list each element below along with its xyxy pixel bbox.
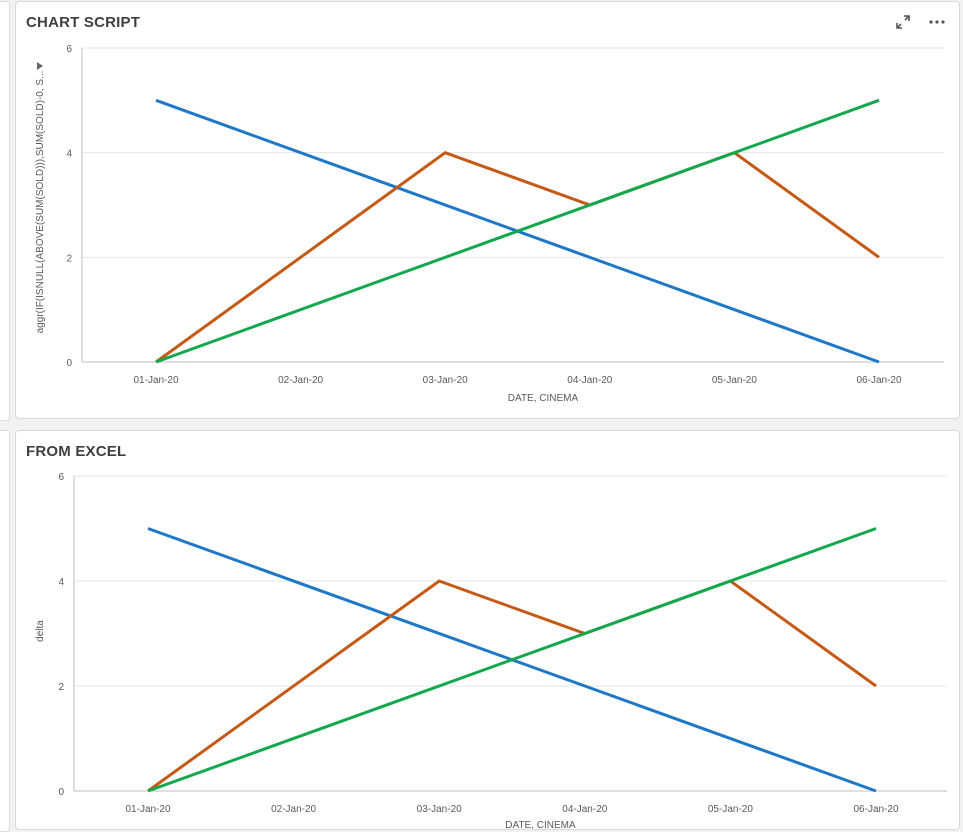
chart-script-panel: CHART SCRIPT 0 2 4 6 01-Jan-20 02-Jan-20 03-Ja… bbox=[15, 1, 960, 419]
left-edge-panel-top bbox=[0, 1, 10, 421]
x-tick-label: 03-Jan-20 bbox=[423, 375, 468, 386]
panel-title: CHART SCRIPT bbox=[26, 14, 141, 31]
y-axis-title: delta bbox=[35, 620, 46, 642]
x-tick-label: 05-Jan-20 bbox=[712, 375, 757, 386]
y-tick-label: 0 bbox=[66, 358, 72, 369]
x-tick-label: 02-Jan-20 bbox=[278, 375, 323, 386]
y-tick-label: 2 bbox=[66, 253, 72, 264]
line-chart: 0 2 4 6 01-Jan-20 02-Jan-20 03-Jan-20 04-Jan-20… bbox=[35, 472, 947, 830]
x-tick-label: 05-Jan-20 bbox=[708, 804, 753, 815]
y-tick-label: 2 bbox=[58, 682, 64, 693]
x-axis-title: DATE, CINEMA bbox=[505, 820, 576, 830]
x-axis-title: DATE, CINEMA bbox=[508, 393, 579, 404]
x-tick-label: 04-Jan-20 bbox=[562, 804, 607, 815]
panel-toolbar bbox=[893, 12, 947, 32]
series-line-3[interactable] bbox=[147, 527, 877, 793]
y-tick-label: 6 bbox=[66, 44, 72, 55]
series-line-3[interactable] bbox=[155, 98, 880, 364]
x-tick-label: 04-Jan-20 bbox=[567, 375, 612, 386]
line-chart: 0 2 4 6 01-Jan-20 02-Jan-20 03-Jan-20 04-Jan-20… bbox=[35, 44, 944, 404]
y-tick-label: 0 bbox=[58, 787, 64, 798]
x-tick-label: 06-Jan-20 bbox=[856, 375, 901, 386]
y-tick-label: 6 bbox=[58, 472, 64, 483]
x-tick-label: 01-Jan-20 bbox=[125, 804, 170, 815]
x-tick-label: 01-Jan-20 bbox=[133, 375, 178, 386]
y-tick-label: 4 bbox=[66, 149, 72, 160]
expand-axis-arrow-icon[interactable] bbox=[37, 62, 43, 70]
x-tick-label: 06-Jan-20 bbox=[853, 804, 898, 815]
y-axis-title: aggr(IF(ISNULL(ABOVE(SUM(SOLD))),SUM(SOL… bbox=[35, 71, 46, 334]
x-tick-label: 02-Jan-20 bbox=[271, 804, 316, 815]
expand-icon[interactable] bbox=[893, 12, 913, 32]
x-tick-label: 03-Jan-20 bbox=[417, 804, 462, 815]
more-options-icon[interactable] bbox=[927, 12, 947, 32]
left-edge-panel-bottom bbox=[0, 430, 10, 832]
panel-title: FROM EXCEL bbox=[26, 443, 127, 460]
from-excel-panel: FROM EXCEL 0 2 4 6 01-Jan-20 02-Jan-20 03-Jan-… bbox=[15, 430, 960, 830]
y-tick-label: 4 bbox=[58, 577, 64, 588]
